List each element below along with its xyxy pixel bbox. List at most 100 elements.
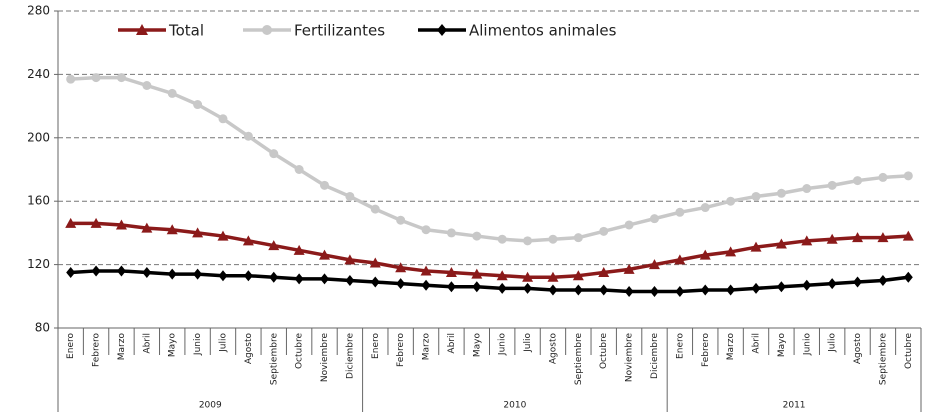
marker xyxy=(65,217,77,228)
y-tick-label: 120 xyxy=(27,257,50,271)
x-tick-label: Junio xyxy=(193,333,203,357)
marker xyxy=(66,74,76,84)
x-tick-label: Septiembre xyxy=(574,333,584,386)
x-tick-label: Octubre xyxy=(599,333,609,369)
marker xyxy=(674,254,686,265)
x-tick-label: Agosto xyxy=(244,333,254,365)
marker xyxy=(269,271,279,283)
marker xyxy=(802,279,812,291)
marker xyxy=(750,241,762,252)
marker xyxy=(598,267,610,278)
marker xyxy=(700,284,710,296)
group-label: 2009 xyxy=(199,401,222,411)
marker xyxy=(446,281,456,293)
marker xyxy=(262,25,272,35)
marker xyxy=(242,235,254,246)
marker xyxy=(726,196,736,206)
x-tick-label: Junio xyxy=(498,333,508,357)
marker xyxy=(421,225,431,235)
marker xyxy=(472,281,482,293)
x-tick-label: Mayo xyxy=(472,333,482,358)
marker xyxy=(751,282,761,294)
marker xyxy=(852,232,864,243)
y-tick-label: 280 xyxy=(27,4,50,18)
marker xyxy=(827,278,837,290)
x-tick-label: Julio xyxy=(218,333,228,353)
marker xyxy=(726,284,736,296)
marker xyxy=(294,165,304,174)
x-tick-label: Diciembre xyxy=(650,333,660,379)
marker xyxy=(345,274,355,286)
marker xyxy=(167,88,177,98)
series-line xyxy=(70,269,909,294)
marker xyxy=(699,249,711,260)
marker xyxy=(471,268,483,279)
marker xyxy=(218,114,228,124)
marker xyxy=(853,276,863,288)
marker xyxy=(548,284,558,296)
x-tick-label: Enero xyxy=(371,333,381,359)
marker xyxy=(396,278,406,290)
marker xyxy=(437,24,447,36)
x-tick-label: Mayo xyxy=(777,333,787,358)
marker xyxy=(217,230,229,241)
marker xyxy=(136,24,148,35)
marker xyxy=(801,235,813,246)
marker xyxy=(268,240,280,251)
marker xyxy=(775,238,787,249)
marker xyxy=(624,220,634,230)
y-tick-label: 200 xyxy=(27,130,50,144)
y-tick-label: 240 xyxy=(27,67,50,81)
marker xyxy=(751,191,761,201)
x-tick-label: Marzo xyxy=(726,333,736,361)
group-label: 2010 xyxy=(503,401,526,411)
marker xyxy=(395,262,407,273)
marker xyxy=(243,131,253,141)
marker xyxy=(675,286,685,298)
marker xyxy=(218,270,228,282)
marker xyxy=(116,265,126,277)
x-tick-label: Septiembre xyxy=(878,333,888,386)
marker xyxy=(90,217,102,228)
x-tick-label: Octubre xyxy=(295,333,305,369)
marker xyxy=(243,270,253,282)
x-tick-label: Marzo xyxy=(422,333,432,361)
marker xyxy=(853,176,863,186)
x-tick-label: Agosto xyxy=(853,333,863,365)
marker xyxy=(573,284,583,296)
marker xyxy=(294,273,304,285)
marker xyxy=(167,268,177,280)
x-tick-label: Abril xyxy=(142,333,152,354)
marker xyxy=(648,259,660,270)
x-tick-label: Octubre xyxy=(904,333,914,369)
marker xyxy=(192,227,204,238)
x-tick-label: Enero xyxy=(66,333,76,359)
marker xyxy=(700,203,710,213)
x-tick-label: Abril xyxy=(752,333,762,354)
legend-label: Fertilizantes xyxy=(294,22,385,40)
marker xyxy=(193,268,203,280)
marker xyxy=(269,149,279,159)
x-tick-label: Septiembre xyxy=(269,333,279,386)
y-tick-label: 80 xyxy=(35,321,50,335)
marker xyxy=(624,286,634,298)
marker xyxy=(142,80,152,90)
marker xyxy=(573,233,583,243)
marker xyxy=(193,100,203,110)
marker xyxy=(572,270,584,281)
legend-label: Alimentos animales xyxy=(469,22,617,40)
x-tick-label: Noviembre xyxy=(625,333,635,383)
marker xyxy=(344,254,356,265)
marker xyxy=(445,267,457,278)
marker xyxy=(496,270,508,281)
x-tick-label: Enero xyxy=(675,333,685,359)
marker xyxy=(320,273,330,285)
marker xyxy=(877,232,889,243)
marker xyxy=(396,215,406,225)
x-tick-label: Diciembre xyxy=(345,333,355,379)
marker xyxy=(902,230,914,241)
marker xyxy=(141,222,153,233)
marker xyxy=(115,219,127,230)
marker xyxy=(497,234,507,244)
